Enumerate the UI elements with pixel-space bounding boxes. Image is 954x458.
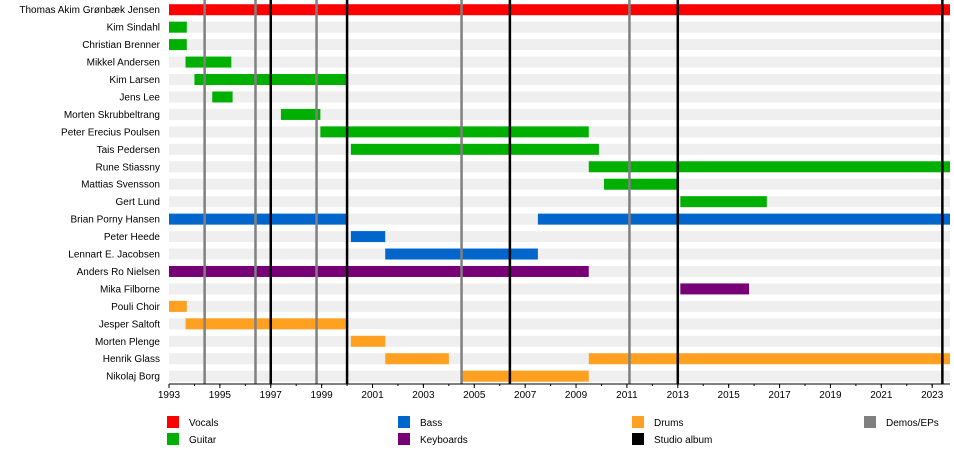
member-bar-keyboards (169, 265, 589, 277)
member-bar-guitar (212, 91, 233, 103)
x-tick-label: 2017 (768, 390, 791, 401)
member-bar-drums (350, 335, 386, 347)
x-tick-label: 2019 (819, 390, 842, 401)
row-stripe (169, 283, 950, 295)
member-label: Kim Larsen (109, 75, 160, 86)
legend-label-bass: Bass (420, 418, 442, 429)
x-tick-label: 1997 (260, 390, 283, 401)
member-label: Mattias Svensson (81, 180, 160, 191)
legend-label-guitar: Guitar (189, 435, 217, 446)
legend-swatch-drums (632, 416, 644, 428)
row-stripe (169, 21, 950, 33)
member-label: Gert Lund (116, 197, 160, 208)
member-bar-guitar (588, 161, 950, 173)
legend-swatch-keyboards (398, 433, 410, 445)
row-stripe (169, 108, 950, 120)
x-tick-label: 2007 (514, 390, 537, 401)
member-bar-drums (185, 318, 348, 330)
legend: Vocals Guitar Bass Keyboards Drums Studio alb… (167, 416, 939, 446)
member-bar-guitar (604, 178, 678, 190)
member-bar-guitar (280, 108, 321, 120)
member-label: Peter Heede (104, 232, 161, 243)
x-tick-label: 2001 (361, 390, 384, 401)
legend-label-studio: Studio album (654, 435, 712, 446)
legend-swatch-studio (632, 433, 644, 445)
member-bar-guitar (320, 126, 589, 138)
row-stripe (169, 196, 950, 208)
row-stripe (169, 248, 950, 260)
legend-label-drums: Drums (654, 418, 683, 429)
member-bar-keyboards (680, 283, 750, 295)
member-bar-guitar (680, 196, 767, 208)
member-label: Christian Brenner (82, 40, 160, 51)
row-stripe (169, 178, 950, 190)
legend-label-vocals: Vocals (189, 418, 218, 429)
member-label: Anders Ro Nielsen (77, 267, 160, 278)
legend-swatch-demos (864, 416, 876, 428)
member-label: Nikolaj Borg (106, 372, 160, 383)
member-label: Thomas Akim Grønbæk Jensen (19, 5, 160, 16)
legend-swatch-guitar (167, 433, 179, 445)
member-label: Peter Erecius Poulsen (61, 127, 160, 138)
x-tick-label: 2013 (667, 390, 690, 401)
row-stripe (169, 39, 950, 51)
member-label: Lennart E. Jacobsen (68, 250, 160, 261)
x-tick-label: 1995 (209, 390, 232, 401)
row-stripe (169, 335, 950, 347)
member-bar-guitar (169, 21, 187, 33)
legend-swatch-vocals (167, 416, 179, 428)
member-label: Tais Pedersen (97, 145, 160, 156)
row-stripe (169, 56, 950, 68)
member-label: Morten Skrubbeltrang (64, 110, 160, 121)
row-stripe (169, 74, 950, 86)
member-bar-drums (385, 353, 449, 365)
legend-swatch-bass (398, 416, 410, 428)
row-stripe (169, 300, 950, 312)
x-tick-label: 1993 (158, 390, 181, 401)
row-stripe (169, 318, 950, 330)
x-tick-label: 2011 (616, 390, 638, 401)
member-label: Mika Filborne (100, 284, 160, 295)
member-bar-drums (461, 370, 589, 382)
row-stripe (169, 161, 950, 173)
legend-label-demos: Demos/EPs (886, 418, 939, 429)
member-bar-vocals (169, 4, 950, 16)
member-label: Mikkel Andersen (87, 58, 160, 69)
x-axis: 1993 1995 1997 1999 2001 2003 2005 2007 2009 2011… (158, 383, 950, 401)
member-label: Kim Sindahl (107, 23, 160, 34)
release-lines (203, 0, 944, 384)
legend-label-keyboards: Keyboards (420, 435, 468, 446)
x-tick-label: 2009 (565, 390, 588, 401)
member-bar-bass (169, 213, 348, 225)
member-bar-drums (169, 300, 187, 312)
member-bar-guitar (169, 39, 187, 51)
row-stripe (169, 91, 950, 103)
x-tick-label: 2005 (463, 390, 486, 401)
member-label: Pouli Choir (111, 302, 161, 313)
member-label: Henrik Glass (103, 354, 160, 365)
row-stripe (169, 353, 950, 365)
member-label: Morten Plenge (95, 337, 160, 348)
x-tick-label: 2015 (718, 390, 741, 401)
x-tick-label: 2003 (412, 390, 435, 401)
member-bar-guitar (185, 56, 232, 68)
member-bar-drums (588, 353, 950, 365)
member-bar-bass (350, 231, 386, 243)
x-tick-label: 2021 (870, 390, 893, 401)
row-stripe (169, 231, 950, 243)
member-labels: Thomas Akim Grønbæk Jensen Kim Sindahl Chr… (19, 5, 160, 382)
member-label: Rune Stiassny (96, 162, 160, 173)
member-label: Brian Porny Hansen (71, 215, 161, 226)
member-label: Jens Lee (119, 92, 160, 103)
member-label: Jesper Saltoft (99, 319, 160, 330)
x-tick-label: 1999 (311, 390, 334, 401)
member-bar-guitar (350, 143, 599, 155)
x-tick-label: 2023 (921, 390, 944, 401)
member-bar-bass (537, 213, 950, 225)
